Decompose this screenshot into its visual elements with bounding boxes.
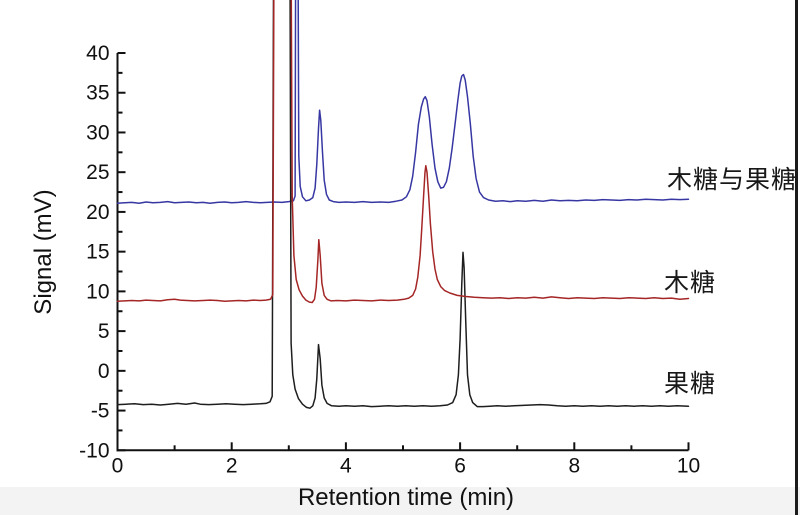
- y-tick-label: 40: [86, 42, 109, 65]
- series-label-xylose-and-fructose: 木糖与果糖: [667, 166, 798, 194]
- x-tick-label: 4: [340, 454, 352, 477]
- y-tick-label: 20: [86, 201, 109, 224]
- y-tick-label: 25: [86, 161, 109, 184]
- trace-fructose: [116, 0, 690, 409]
- bottom-strip: [0, 487, 800, 515]
- x-tick-label: 0: [112, 454, 124, 477]
- y-tick-label: -10: [79, 439, 109, 462]
- y-tick-label: -5: [91, 400, 110, 423]
- y-tick-label: 10: [86, 280, 109, 303]
- series-label-fructose: 果糖: [664, 370, 717, 398]
- x-tick-label: 2: [226, 454, 238, 477]
- x-axis-title: Retention time (min): [297, 484, 515, 511]
- image-right-border: [795, 0, 798, 515]
- y-tick-label: 35: [86, 82, 109, 105]
- y-tick-label: 0: [98, 360, 110, 383]
- series-label-xylose: 木糖: [664, 269, 717, 297]
- trace-xylose: [116, 0, 690, 304]
- y-tick-label: 5: [98, 320, 110, 343]
- y-tick-label: 30: [86, 121, 109, 144]
- y-tick-label: 15: [86, 241, 109, 264]
- y-axis-title: Signal (mV): [30, 189, 57, 315]
- x-tick-label: 10: [677, 454, 700, 477]
- x-tick-label: 6: [454, 454, 466, 477]
- trace-xylose-and-fructose: [116, 0, 690, 204]
- x-tick-label: 8: [568, 454, 580, 477]
